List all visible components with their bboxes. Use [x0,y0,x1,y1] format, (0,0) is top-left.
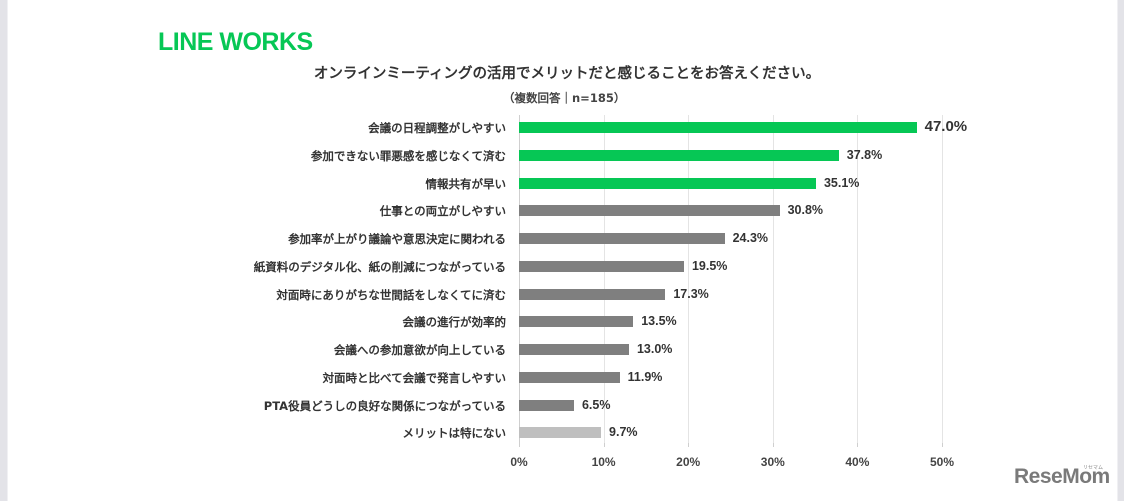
bar [519,260,684,272]
value-label: 30.8% [787,203,824,218]
chart-row: 会議の日程調整がしやすい 47.0% [0,118,1124,136]
value-label: 17.3% [673,286,709,301]
chart-row: 情報共有が早い 35.1% [0,175,1124,192]
chart-row: 参加率が上がり議論や意思決定に関われる 24.3% [0,231,1124,247]
bar [519,427,602,439]
left-window-edge [0,0,8,501]
value-label: 35.1% [823,175,860,190]
value-label: 13.5% [641,314,677,329]
x-axis-tick [942,443,943,447]
chart-row: 仕事との両立がしやすい 30.8% [0,203,1124,219]
value-label: 24.3% [732,231,769,245]
value-label: 37.8% [846,147,883,162]
gridline [942,115,943,445]
category-label: メリットは特にない [402,426,507,441]
x-axis-label: 50% [929,455,955,469]
chart-title-text: オンラインミーティングの活用でメリットだと感じることをお答えください。 [313,66,821,82]
gridline [603,115,605,445]
category-label: 参加率が上がり議論や意思決定に関われる [288,232,506,246]
value-label: 6.5% [581,397,611,412]
bar [519,149,839,161]
chart-row: 参加できない罪悪感を感じなくて済む 37.8% [0,147,1124,164]
value-label: 19.5% [691,258,728,273]
chart-row: 対面時と比べて会議で発言しやすい 11.9% [0,369,1124,386]
x-axis-label: 0% [510,455,528,469]
x-axis-tick [688,443,690,447]
bar [519,371,620,383]
x-axis-label: 10% [591,455,616,469]
right-window-edge [1117,0,1124,501]
x-axis-label: 30% [760,455,785,469]
chart-title: オンラインミーティングの活用でメリットだと感じることをお答えください。 [0,62,1124,83]
category-label: 会議への参加意欲が向上している [333,343,506,357]
x-axis-tick [603,443,605,447]
chart-row: 紙資料のデジタル化、紙の削減につながっている 19.5% [0,258,1124,275]
gridline [772,115,774,445]
line-works-logo: LINE WORKS [158,28,313,56]
gridline [688,115,690,445]
chart-row: 対面時にありがちな世間話をしなくてに済む 17.3% [0,286,1124,303]
bar [519,288,666,300]
y-axis-line [519,115,520,445]
category-label: 情報共有が早い [425,176,507,191]
x-axis-tick [519,443,520,447]
category-label: 会議の日程調整がしやすい [368,121,506,135]
x-axis-label: 20% [676,455,701,469]
category-label: 会議の進行が効率的 [402,315,507,330]
category-label: PTA役員どうしの良好な関係につながっている [263,398,506,413]
chart-row: 会議の進行が効率的 13.5% [0,314,1124,330]
gridline [857,115,859,445]
bar [519,177,816,189]
chart-subtitle: （複数回答｜n=185） [503,91,626,105]
value-label: 11.9% [627,369,663,384]
bar [519,316,634,328]
category-label: 対面時にありがちな世間話をしなくてに済む [276,287,506,302]
value-label: 13.0% [636,342,673,356]
chart-row: PTA役員どうしの良好な関係につながっている 6.5% [0,397,1124,414]
bar [519,399,574,411]
bar [519,122,917,133]
category-label: 参加できない罪悪感を感じなくて済む [310,148,506,163]
x-axis-tick [857,443,859,447]
value-label: 47.0% [924,118,968,135]
bar [519,233,725,244]
value-label: 9.7% [609,425,638,440]
resemom-watermark-kana: リセマム [1083,465,1104,471]
bar [519,205,780,217]
chart-row: メリットは特にない 9.7% [0,425,1124,441]
chart-row: 会議への参加意欲が向上している 13.0% [0,342,1124,358]
category-label: 紙資料のデジタル化、紙の削減につながっている [253,259,506,274]
bar [519,344,629,355]
category-label: 仕事との両立がしやすい [379,204,506,219]
x-axis-label: 40% [845,455,870,469]
resemom-watermark: ReseMom [1014,465,1110,488]
category-label: 対面時と比べて会議で発言しやすい [322,370,506,385]
x-axis-tick [772,443,774,447]
